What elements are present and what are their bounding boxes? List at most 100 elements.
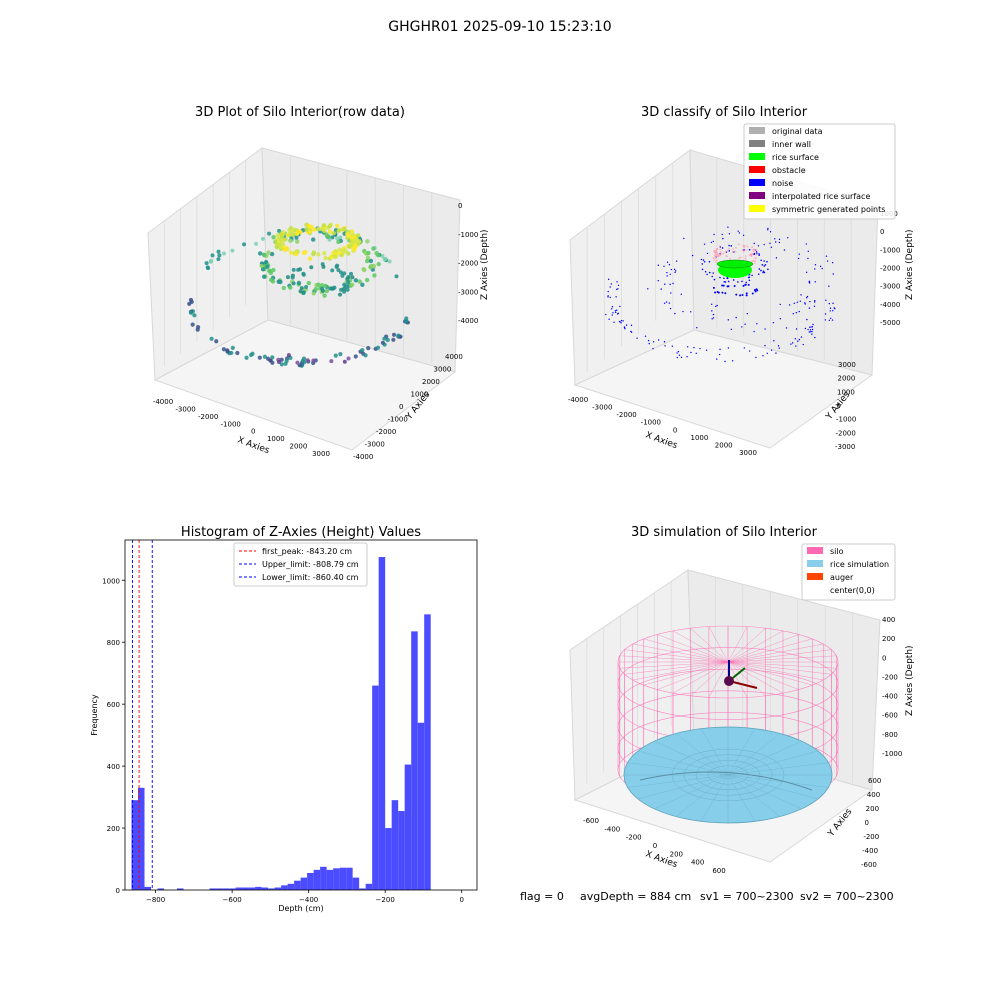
classify-point	[785, 327, 788, 329]
classify-point	[766, 352, 768, 354]
raw-point	[353, 243, 358, 249]
classify-point	[791, 342, 794, 344]
silo-spoke	[632, 661, 729, 681]
classify-point	[777, 345, 780, 347]
classify-point	[762, 355, 764, 357]
raw-point	[257, 355, 262, 360]
histogram-bar	[300, 877, 308, 890]
histogram-y-tick-label: 1000	[102, 577, 120, 585]
silo-spoke	[657, 661, 729, 690]
histogram-bar	[378, 557, 386, 890]
classify-point	[737, 230, 739, 232]
classify-point	[690, 311, 692, 313]
histogram-bar	[352, 877, 360, 890]
classify-point	[814, 264, 817, 266]
classify-point	[762, 270, 765, 273]
classify-point	[704, 270, 707, 273]
silo-spoke	[727, 627, 766, 663]
silo-spoke	[727, 661, 824, 681]
classify-point	[714, 261, 717, 264]
classify-x-tick-label: -1000	[641, 419, 661, 427]
classify-point	[831, 261, 834, 264]
classify-point	[798, 310, 800, 313]
classify-point	[745, 292, 748, 295]
histogram-bar	[157, 888, 165, 890]
classify-point	[814, 300, 816, 302]
classify-point	[723, 281, 726, 283]
classify-point	[751, 260, 753, 263]
raw-point	[371, 246, 376, 251]
classify-point	[804, 302, 806, 304]
raw-point	[288, 250, 294, 255]
classify-point	[767, 227, 769, 230]
classify-y-tick-label: 3000	[838, 361, 856, 369]
raw-point	[324, 288, 330, 294]
classify-point	[630, 331, 633, 333]
classify-point	[741, 326, 743, 328]
classify-z-tick-label: -5000	[880, 319, 900, 327]
classify-point	[727, 280, 730, 283]
raw-point	[369, 263, 375, 269]
classify-point	[741, 293, 744, 296]
classify-point	[775, 257, 778, 259]
classify-point	[753, 248, 755, 250]
silo-spoke	[624, 649, 729, 663]
classify-point	[719, 348, 721, 351]
classify-point	[717, 291, 720, 294]
raw-point	[301, 290, 306, 295]
classify-point	[797, 257, 800, 260]
silo-spoke	[727, 634, 799, 663]
rice-mesh-spoke	[627, 762, 729, 776]
classify-point	[625, 324, 628, 326]
raw-point	[322, 293, 327, 298]
raw-point	[333, 248, 338, 254]
classify-point	[665, 301, 668, 303]
simulation-y-tick-label: 600	[868, 777, 881, 785]
histogram-bar	[261, 887, 269, 890]
raw-point	[285, 275, 290, 280]
raw-z-tick-label: -4000	[458, 317, 478, 325]
silo-spoke	[727, 661, 813, 686]
raw-point	[365, 239, 370, 244]
classify-point	[674, 270, 677, 272]
classify-point	[829, 310, 831, 312]
raw-point	[267, 231, 272, 236]
classify-point	[682, 310, 684, 313]
classify-3d-zlabel: Z Axies (Depth)	[905, 229, 915, 300]
classify-point	[693, 346, 695, 349]
histogram-legend: first_peak: -843.20 cm Upper_limit: -808.…	[239, 547, 359, 582]
classify-point	[711, 310, 713, 312]
classify-point	[811, 333, 813, 335]
classify-point	[677, 350, 680, 353]
classify-point	[744, 244, 746, 247]
classify-point	[617, 312, 620, 315]
rice-mesh-spoke	[727, 774, 756, 822]
classify-point	[745, 281, 748, 284]
raw-point	[311, 237, 316, 242]
classify-point	[805, 271, 808, 273]
classify-point	[813, 301, 816, 303]
classify-point	[716, 248, 719, 250]
raw-point	[278, 279, 283, 285]
histogram-bar	[235, 887, 243, 890]
classify-point	[742, 250, 745, 253]
classify-point	[778, 347, 780, 349]
simulation-legend-swatch	[807, 573, 823, 580]
classify-point	[715, 249, 718, 252]
raw-point	[329, 254, 334, 260]
histogram-x-tick-label: −200	[376, 896, 395, 904]
raw-point	[293, 252, 299, 257]
simulation-3d-body	[617, 625, 839, 824]
raw-point	[363, 353, 368, 358]
classify-point	[717, 255, 719, 258]
classify-point	[809, 331, 812, 333]
raw-point	[341, 248, 346, 253]
classify-point	[702, 259, 705, 261]
classify-y-tick-label: -3000	[835, 443, 855, 451]
classify-point	[819, 265, 822, 268]
raw-x-tick-label: -4000	[153, 398, 173, 406]
raw-x-tick-label: 1000	[267, 435, 285, 443]
raw-point	[267, 268, 273, 274]
panel-raw-3d: 3D Plot of Silo Interior(row data) -4000…	[147, 105, 490, 461]
raw-point	[391, 332, 397, 337]
